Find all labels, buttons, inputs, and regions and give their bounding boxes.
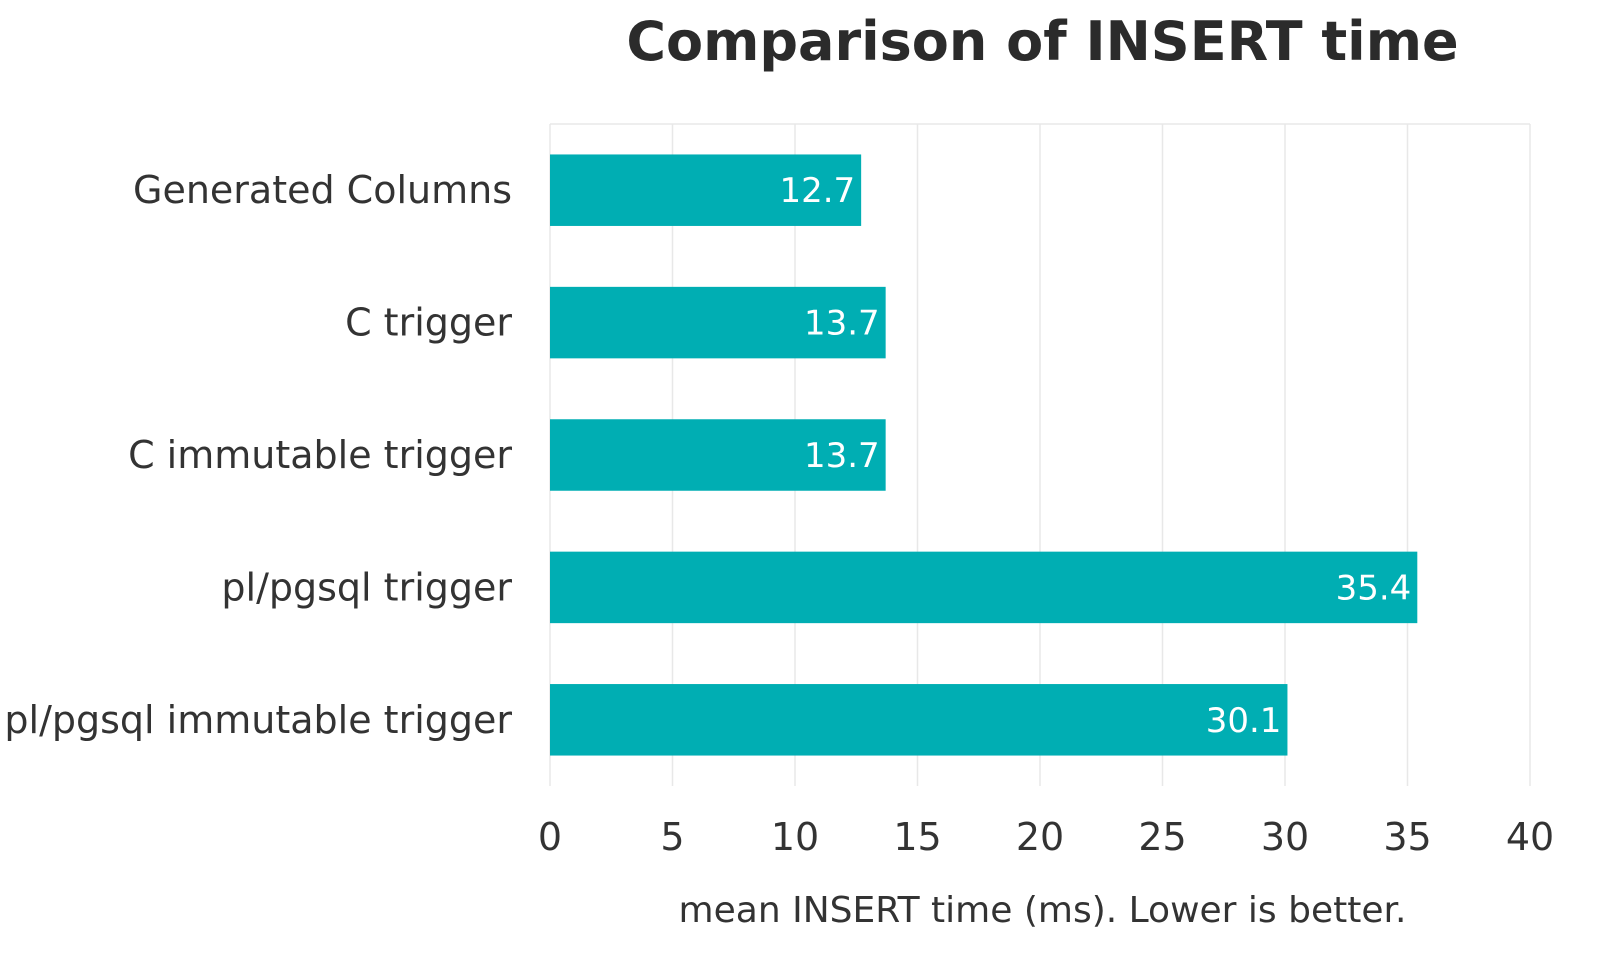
bar-0 (550, 154, 862, 226)
x-tick-label-4: 20 (1016, 815, 1064, 859)
data-label-4: 30.1 (1206, 701, 1282, 741)
category-label-0: Generated Columns (133, 168, 512, 212)
x-tick-label-6: 30 (1261, 815, 1309, 859)
chart-title: Comparison of INSERT time (626, 10, 1459, 73)
bar-3 (550, 551, 1418, 624)
x-tick-label-0: 0 (538, 815, 562, 859)
category-label-3: pl/pgsql trigger (221, 565, 512, 609)
bars (550, 154, 1418, 756)
x-tick-label-8: 40 (1506, 815, 1554, 859)
bar-2 (550, 419, 886, 491)
x-axis-label: mean INSERT time (ms). Lower is better. (678, 890, 1407, 931)
x-tick-label-2: 10 (771, 815, 819, 859)
data-label-2: 13.7 (804, 436, 880, 476)
bar-4 (550, 684, 1288, 756)
x-tick-label-7: 35 (1383, 815, 1431, 859)
category-label-4: pl/pgsql immutable trigger (4, 698, 512, 742)
x-tick-label-3: 15 (893, 815, 941, 859)
x-tick-labels: 0 5 10 15 20 25 30 35 40 (538, 815, 1554, 859)
bar-1 (550, 286, 886, 359)
category-labels: Generated Columns C trigger C immutable tr… (4, 168, 512, 742)
data-label-1: 13.7 (804, 304, 880, 344)
data-labels: 12.7 13.7 13.7 35.4 30.1 (779, 171, 1411, 741)
data-label-3: 35.4 (1336, 568, 1412, 608)
x-tick-label-5: 25 (1138, 815, 1186, 859)
category-label-1: C trigger (345, 301, 512, 345)
x-tick-label-1: 5 (660, 815, 684, 859)
data-label-0: 12.7 (779, 171, 855, 211)
category-label-2: C immutable trigger (128, 433, 512, 477)
